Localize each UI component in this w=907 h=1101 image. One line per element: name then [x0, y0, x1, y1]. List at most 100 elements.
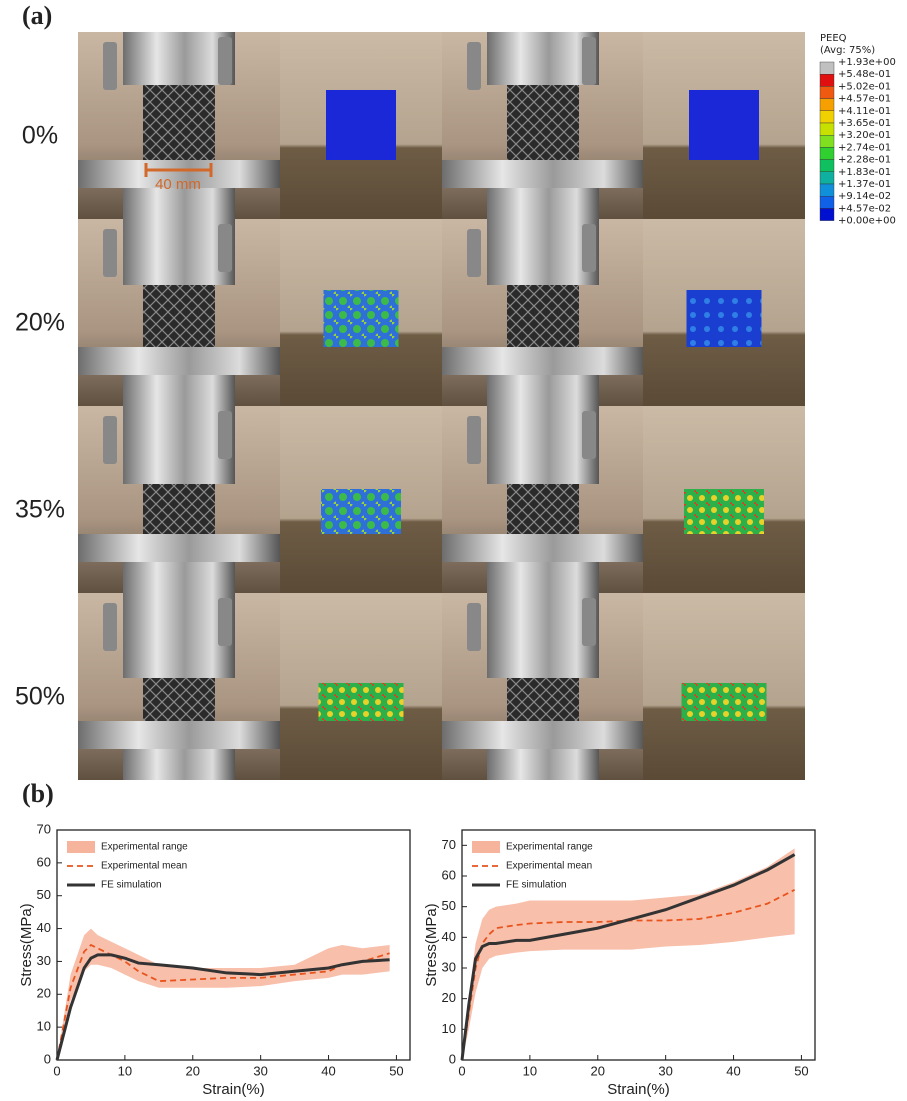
upper-grip [123, 406, 235, 484]
upper-grip [487, 593, 599, 678]
legend-swatch [819, 147, 835, 160]
legend-label: FE simulation [101, 880, 162, 891]
sim-model [684, 489, 764, 534]
range-band [57, 928, 390, 1060]
legend-swatch [819, 98, 835, 111]
lower-column [487, 188, 599, 219]
series-line [55, 953, 390, 1061]
x-axis-label: Strain(%) [202, 1081, 265, 1098]
y-tick-label: 0 [44, 1051, 51, 1066]
lower-platen [78, 721, 280, 749]
x-tick-label: 40 [321, 1063, 335, 1078]
lower-platen [442, 534, 644, 562]
legend-label: FE simulation [506, 880, 567, 891]
legend-swatch [819, 61, 835, 75]
plot-frame [461, 829, 816, 1061]
legend-swatch [819, 73, 835, 87]
x-tick-label: 20 [591, 1063, 605, 1078]
legend-label: Experimental range [101, 842, 188, 853]
legend-swatch [819, 110, 835, 124]
grip-bracket [103, 42, 117, 90]
legend-swatch [819, 195, 835, 209]
legend-swatch [819, 183, 835, 197]
sim-model [318, 683, 404, 721]
strain-label: 20% [15, 309, 65, 337]
y-tick-label: 0 [449, 1051, 456, 1066]
legend-label: +3.65e-01 [838, 118, 891, 129]
legend-label: Experimental mean [101, 861, 187, 872]
y-tick-label: 30 [37, 953, 51, 968]
upper-grip [123, 593, 235, 678]
chart: 0 10 20 30 40 50 0 10 20 30 40 50 60 70 Strain(%) Stres… [18, 821, 411, 1098]
panel-b: (b) 0 10 20 30 40 50 0 10 20 30 40 50 60 70 Strain(%) St… [18, 779, 816, 1098]
upper-grip [123, 219, 235, 285]
y-tick-label: 20 [37, 986, 51, 1001]
lower-platen [78, 534, 280, 562]
sim-model [689, 90, 759, 160]
lower-platen [78, 347, 280, 375]
lower-column [123, 188, 235, 219]
x-tick-label: 30 [658, 1063, 672, 1078]
grip-bracket [218, 37, 232, 85]
strain-label: 50% [15, 683, 65, 711]
y-tick-label: 20 [442, 990, 456, 1005]
legend-label: +5.48e-01 [838, 69, 891, 80]
lower-column [487, 749, 599, 780]
series-line [460, 853, 796, 1061]
y-tick-label: 70 [37, 821, 51, 836]
legend-label: +9.14e-02 [838, 191, 891, 202]
legend-label: +5.02e-01 [838, 81, 891, 92]
y-axis-label: Stress(MPa) [423, 903, 440, 986]
x-tick-label: 0 [458, 1063, 465, 1078]
legend-label: Experimental range [506, 842, 593, 853]
strain-label: 0% [22, 122, 58, 150]
sim-model [686, 290, 762, 347]
x-tick-label: 30 [253, 1063, 267, 1078]
x-tick-label: 20 [186, 1063, 200, 1078]
grip-bracket [582, 224, 596, 272]
legend-label: +1.37e-01 [838, 179, 891, 190]
x-tick-label: 10 [118, 1063, 132, 1078]
sample [143, 285, 215, 347]
legend-swatch [472, 841, 500, 853]
grip-bracket [582, 411, 596, 459]
legend-swatch [819, 134, 835, 148]
lower-column [123, 562, 235, 593]
sample [143, 678, 215, 721]
grip-bracket [103, 229, 117, 277]
sim-model [323, 290, 399, 347]
grip-bracket [467, 603, 481, 651]
legend-swatch [67, 841, 95, 853]
y-tick-label: 40 [442, 929, 456, 944]
grip-bracket [103, 603, 117, 651]
grip-bracket [467, 416, 481, 464]
sample [143, 85, 215, 160]
y-tick-label: 70 [442, 837, 456, 852]
lower-platen [442, 721, 644, 749]
lower-column [123, 749, 235, 780]
x-tick-label: 50 [389, 1063, 403, 1078]
sim-model [326, 90, 396, 160]
sample [507, 484, 579, 534]
y-tick-label: 60 [442, 867, 456, 882]
chart: 0 10 20 30 40 50 0 10 20 30 40 50 60 70 Strain(%) Stres… [423, 829, 816, 1098]
legend-label: +1.93e+00 [838, 57, 896, 68]
legend-label: +2.28e-01 [838, 155, 891, 166]
y-tick-label: 10 [442, 1021, 456, 1036]
legend-label: +3.20e-01 [838, 130, 891, 141]
lower-column [123, 375, 235, 406]
legend-label: +4.57e-02 [838, 203, 891, 214]
legend-title: PEEQ [820, 33, 847, 44]
panel-label: (b) [22, 779, 54, 808]
legend-label: +0.00e+00 [838, 216, 896, 227]
grip-bracket [467, 229, 481, 277]
x-axis-label: Strain(%) [607, 1081, 670, 1098]
y-tick-label: 50 [37, 887, 51, 902]
y-tick-label: 50 [442, 898, 456, 913]
y-tick-label: 40 [37, 920, 51, 935]
legend-swatch [819, 159, 835, 173]
sim-model [681, 683, 767, 721]
legend-swatch [819, 122, 835, 136]
upper-grip [123, 32, 235, 85]
